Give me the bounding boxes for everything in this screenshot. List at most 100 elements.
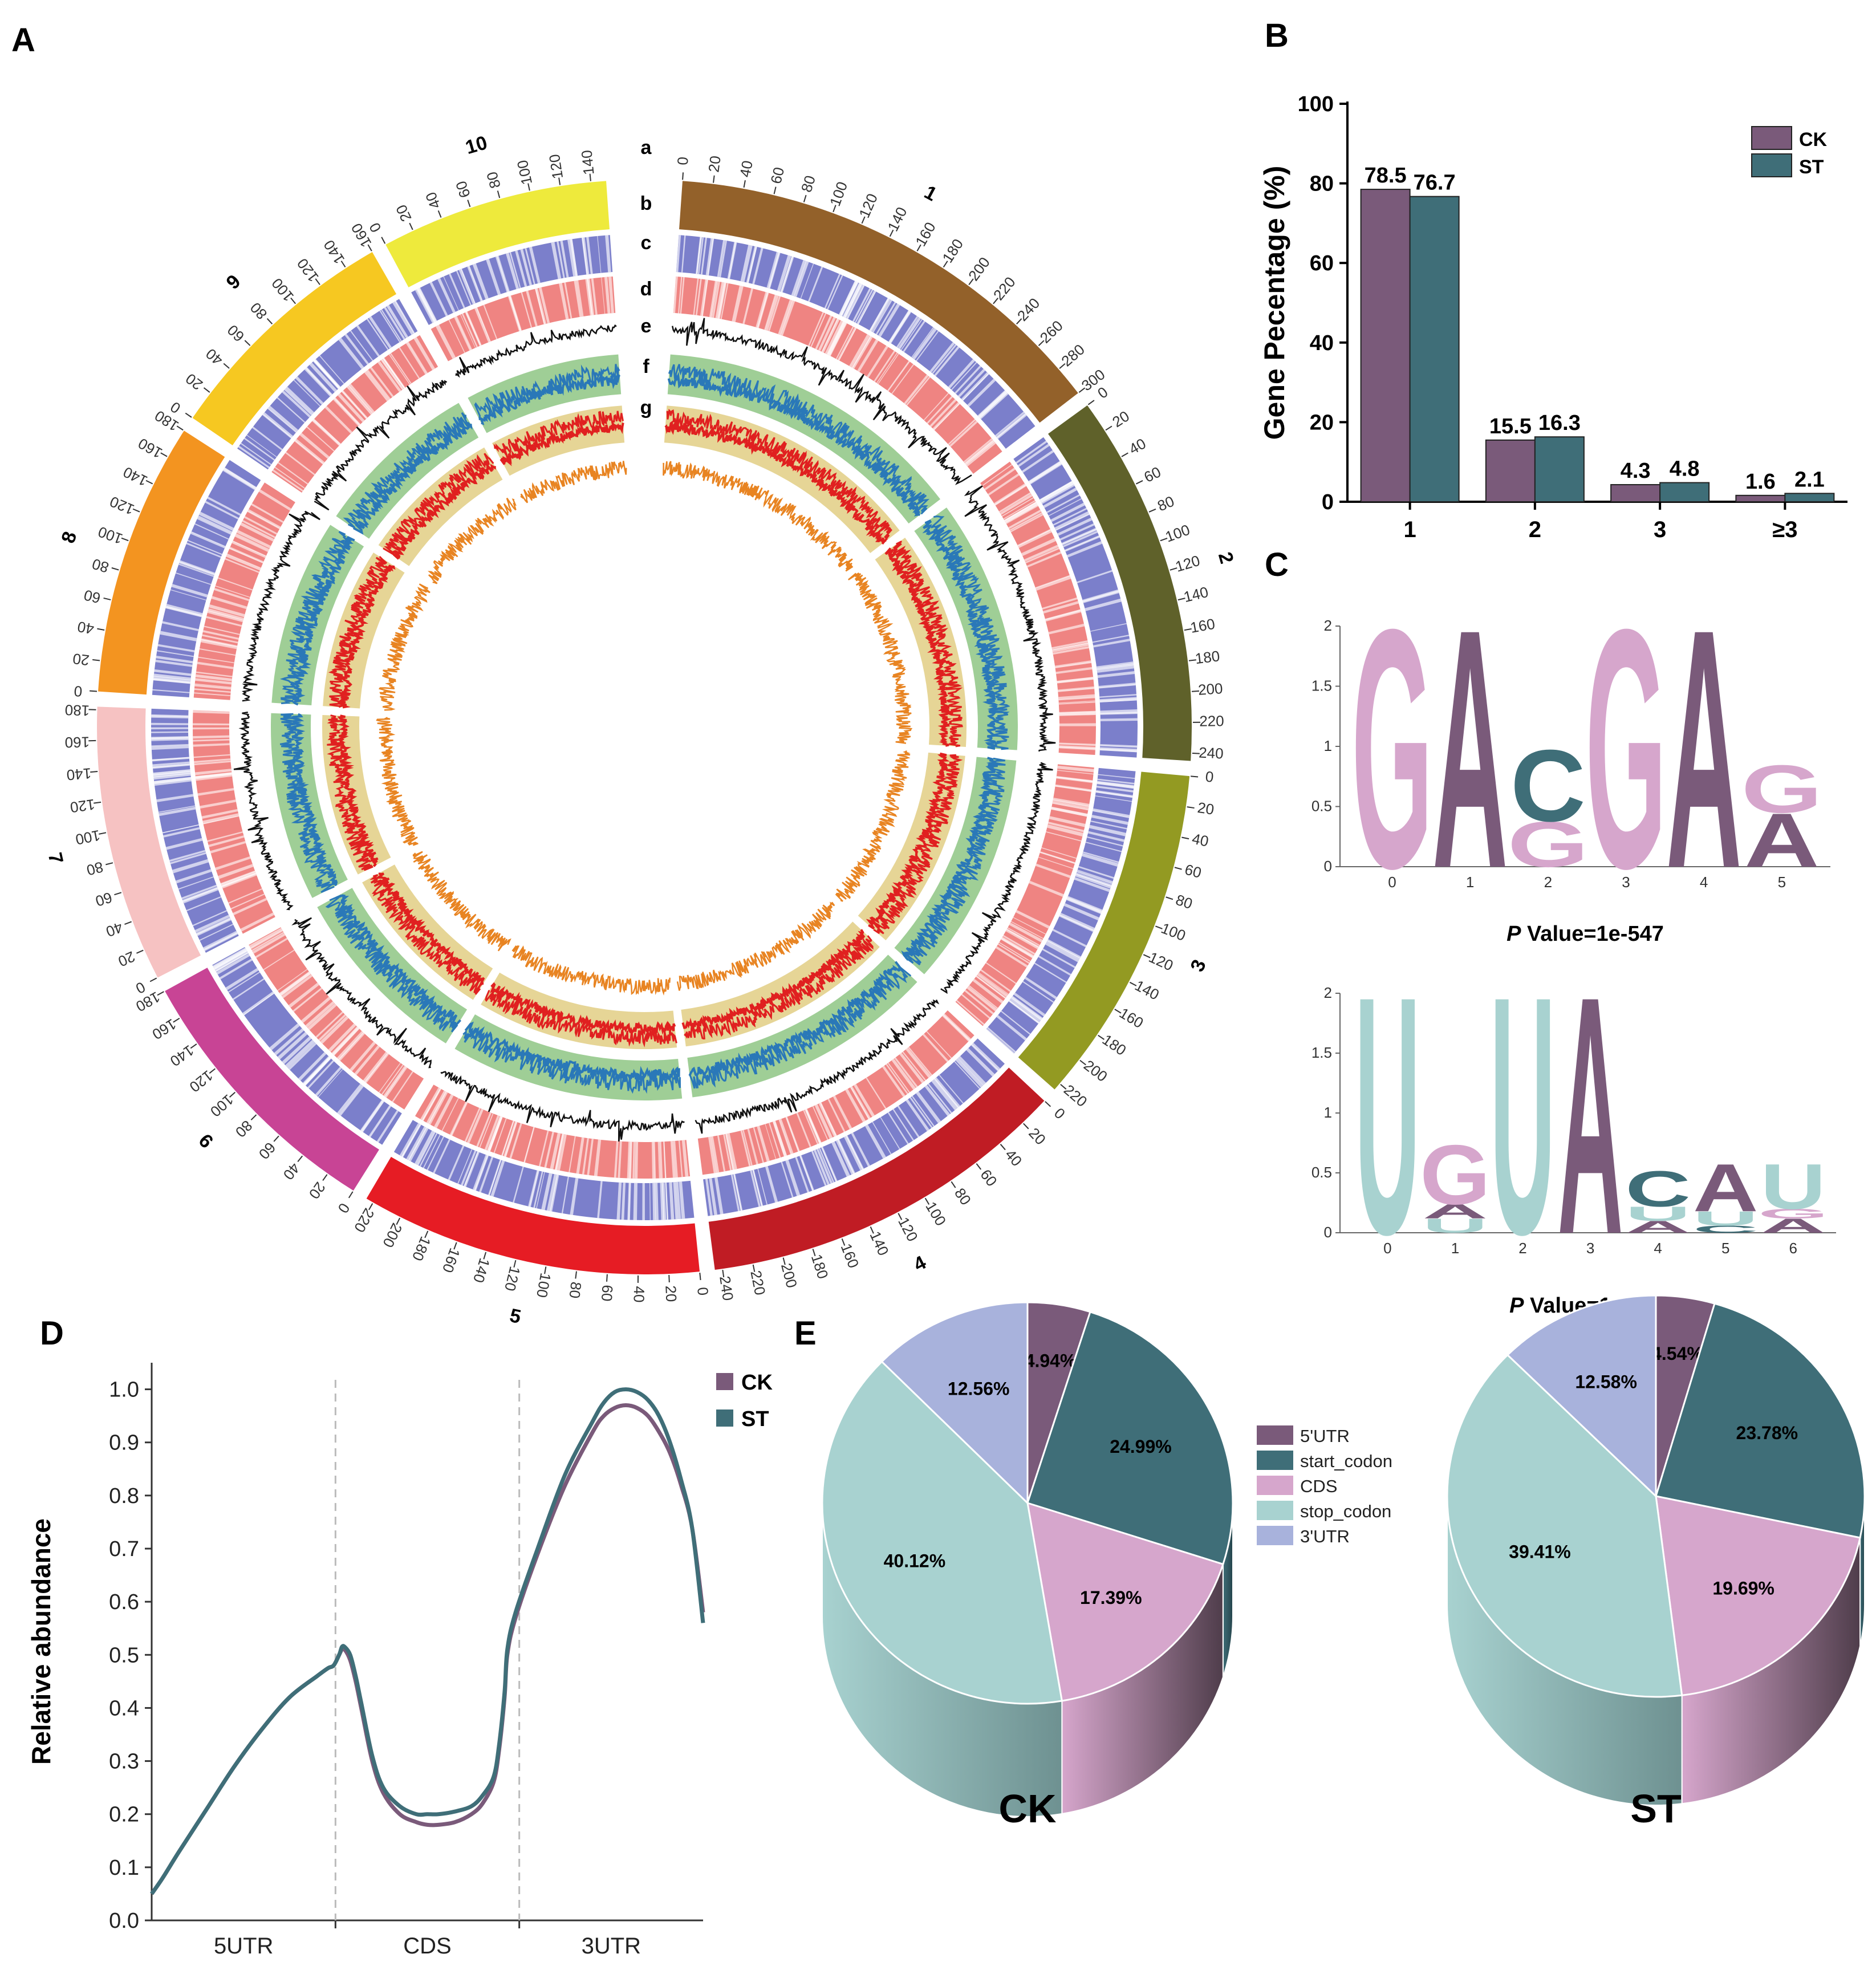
tick-mark [1187, 806, 1195, 809]
pie-charts-distribution: 4.94% 24.99% 17.39% 40.12% 12.56% CK 4.54% 23.7… [821, 1294, 1866, 1831]
tick-label: 60 [452, 179, 474, 200]
track-c-gap [193, 727, 230, 730]
track-e-line [343, 412, 471, 529]
track-c-gap [338, 1032, 365, 1061]
track-c-gap [251, 503, 284, 523]
tick-label: 220 [747, 1269, 769, 1297]
track-c-gap [201, 639, 237, 649]
track-c-gap [493, 1118, 507, 1153]
track-f-line [873, 754, 963, 935]
tick-label: 60 [1183, 860, 1204, 881]
pie-slice-3 [1446, 1354, 1683, 1698]
track-b-gap [274, 1028, 304, 1055]
track-b-gap [1082, 853, 1119, 867]
y-tick-label: 100 [1298, 92, 1334, 116]
track-b-gap [858, 291, 876, 324]
track-b-gap [955, 1058, 984, 1088]
tick-mark [1105, 425, 1112, 431]
motif-letter-A: A [1744, 798, 1820, 883]
tick-mark [121, 537, 129, 542]
tick-label: 220 [351, 1205, 378, 1236]
tick-mark [722, 1269, 725, 1278]
track-c-gap [779, 1119, 794, 1154]
track-c-gap [384, 1066, 408, 1098]
track-c-gap [757, 292, 769, 328]
track-e-line-inner [464, 1021, 680, 1083]
track-g-line [412, 851, 511, 952]
track-b-gap [154, 669, 192, 676]
motif-y-tick-label: 0 [1324, 858, 1332, 875]
track-b-gap [905, 1099, 929, 1131]
tick-label: 40 [76, 618, 95, 638]
y-tick-label: 0.7 [109, 1537, 139, 1561]
track-b-gap [488, 1159, 502, 1196]
track-b-gap [151, 722, 189, 725]
track-b-gap [1090, 820, 1127, 830]
pie-label: 40.12% [884, 1551, 946, 1571]
track-b-gap [709, 1178, 717, 1216]
track-c-gap [194, 684, 232, 690]
track-c-gap [825, 320, 844, 355]
pie-slice-1 [1026, 1310, 1234, 1566]
track-b-gap [986, 1027, 1016, 1053]
track-d-line [964, 485, 1056, 752]
track-c-gap [710, 1136, 720, 1173]
data-label: 16.3 [1538, 411, 1581, 435]
track-c-gap [1016, 909, 1050, 927]
track-f-line-inner [336, 714, 379, 867]
track-c-gap [1059, 713, 1096, 716]
track-c-gap [197, 661, 234, 669]
track-b-gap [282, 1036, 312, 1065]
track-c-gap [367, 369, 391, 400]
tick-mark [1135, 480, 1143, 485]
track-c-gap [715, 282, 724, 319]
track-b-gap [1096, 661, 1134, 669]
panel-label-e: E [794, 1315, 817, 1352]
track-g-line [520, 461, 627, 503]
chromosome-label: 5 [507, 1305, 523, 1328]
track-b-gap [1062, 529, 1097, 545]
track-c-gap [279, 972, 311, 996]
track-b-gap [912, 327, 937, 360]
tick-mark [483, 1252, 487, 1260]
tick-label: 40 [1191, 830, 1210, 850]
track-b-gap [437, 278, 456, 313]
track-c-gap [835, 326, 854, 360]
track-c-gap [796, 1112, 811, 1148]
track-c-gap [998, 492, 1032, 513]
track-c-gap [194, 688, 231, 693]
track-b-gap [561, 1176, 569, 1214]
track-e-line [462, 1030, 681, 1094]
tick-mark [861, 216, 866, 224]
track-c-gap [263, 949, 295, 970]
track-b-gap [872, 299, 892, 333]
tick-mark [1114, 1009, 1122, 1014]
chromosome-6 [165, 968, 379, 1191]
pie-label: 12.58% [1575, 1372, 1637, 1392]
track-c-gap [305, 1001, 335, 1028]
legend-label-ck: CK [741, 1371, 773, 1395]
track-b-gap [238, 445, 270, 469]
track-c-gap [483, 304, 498, 339]
legend-label-ck: CK [1799, 129, 1828, 151]
tick-mark [993, 298, 998, 304]
tick-label: 0 [334, 1200, 353, 1216]
tick-label: 60 [224, 322, 248, 346]
track-c-gap [818, 316, 836, 351]
p-symbol: P [1509, 1294, 1524, 1318]
track-c-gap [845, 1088, 866, 1123]
tick-label: 40 [1126, 435, 1149, 458]
tick-mark [898, 1213, 903, 1220]
motif-letter-G: G [1508, 809, 1589, 881]
track-f-line-inner [375, 872, 485, 989]
track-c-gap [203, 815, 239, 824]
track-c-gap [381, 1064, 404, 1095]
track-c-gap [693, 278, 699, 315]
y-tick-label: 0.8 [109, 1484, 139, 1508]
bar-st-3 [1784, 493, 1835, 502]
bar-chart-gene-percentage: 0 20 40 60 80 100 Gene Pecentage (%) 78.5 76.7 1 1… [1258, 92, 1847, 542]
tick-mark [173, 1017, 180, 1023]
tick-mark [145, 480, 153, 485]
y-tick-label: 0.4 [109, 1696, 139, 1720]
